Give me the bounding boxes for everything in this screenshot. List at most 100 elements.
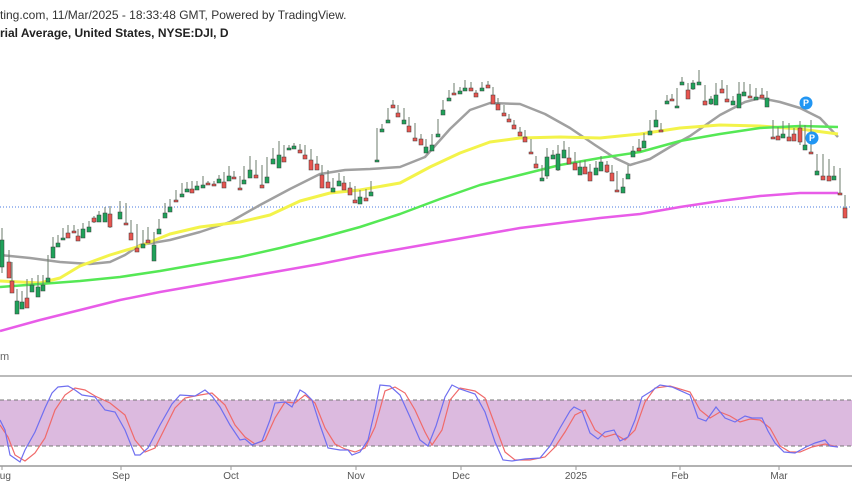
candlestick — [75, 229, 81, 242]
candlestick — [363, 189, 369, 202]
candlestick — [145, 227, 151, 244]
candlestick — [625, 165, 631, 180]
candlestick — [528, 139, 534, 155]
candlestick — [19, 291, 25, 310]
candlestick — [205, 181, 211, 186]
chart-symbol-title: rial Average, United States, NYSE:DJI, D — [0, 26, 229, 40]
pattern-marker-icon[interactable]: P — [805, 131, 819, 145]
candlestick — [577, 161, 583, 176]
candlestick — [522, 130, 528, 143]
candlestick — [65, 225, 71, 239]
candlestick — [544, 148, 550, 179]
candlestick — [24, 279, 30, 309]
candlestick — [247, 156, 253, 179]
candlestick — [45, 255, 51, 283]
pattern-marker-icon[interactable]: P — [799, 96, 813, 110]
candlestick — [128, 220, 134, 241]
moving-averages — [0, 96, 839, 333]
candlestick — [713, 83, 719, 106]
candlestick — [641, 133, 647, 149]
candlestick — [40, 275, 46, 292]
candlestick — [826, 159, 832, 182]
candlestick — [314, 156, 320, 171]
candlestick — [747, 84, 753, 99]
candlestick — [620, 178, 626, 194]
candlestick — [231, 171, 237, 180]
candlestick — [609, 165, 615, 182]
candlestick — [226, 166, 232, 182]
candlestick — [184, 182, 190, 193]
candlestick — [598, 156, 604, 172]
candlestick — [614, 171, 620, 193]
candlestick — [517, 127, 523, 137]
candlestick — [216, 175, 222, 184]
moving-average-line — [0, 124, 839, 289]
candlestick — [264, 157, 270, 184]
candlestick — [302, 145, 308, 160]
candlestick — [814, 154, 820, 176]
candlestick — [237, 176, 243, 191]
time-axis-label: Feb — [671, 471, 689, 482]
candlestick — [347, 182, 353, 196]
candlestick — [286, 145, 292, 151]
candlestick — [440, 100, 446, 116]
candlestick — [221, 172, 227, 189]
candlestick — [71, 225, 77, 234]
candlestick — [60, 228, 66, 241]
candlestick — [86, 221, 92, 233]
candlestick — [9, 262, 15, 294]
candlestick — [429, 134, 435, 152]
pattern-markers[interactable]: PP — [799, 96, 819, 145]
oscillator-band — [0, 400, 852, 446]
candlestick — [555, 145, 561, 171]
candlestick — [630, 146, 636, 158]
candlestick — [259, 165, 265, 189]
candlestick — [29, 278, 35, 293]
candlestick — [276, 141, 282, 169]
candlestick — [418, 134, 424, 146]
candlestick — [423, 139, 429, 154]
candlestick — [802, 125, 808, 151]
time-axis-label: Mar — [770, 471, 788, 482]
moving-average-line — [0, 123, 839, 285]
candlestick — [319, 165, 325, 189]
candlestick — [775, 127, 781, 141]
stochastic-d-line — [0, 385, 839, 462]
time-axis-label: Aug — [0, 471, 11, 482]
candlestick — [330, 178, 336, 193]
candlestick — [14, 289, 20, 315]
candlestick — [179, 183, 185, 198]
candlestick — [786, 123, 792, 142]
candlestick — [511, 120, 517, 130]
candlestick — [325, 170, 331, 189]
candlestick — [647, 120, 653, 136]
candlestick — [385, 108, 391, 124]
candlestick — [708, 96, 714, 105]
candlestick — [6, 250, 12, 279]
time-axis-label: Sep — [112, 471, 130, 482]
candlestick — [842, 195, 848, 219]
candlestick — [102, 207, 108, 223]
candlestick — [820, 154, 826, 181]
candlestick — [134, 224, 140, 253]
candlestick — [336, 173, 342, 187]
candlestick — [506, 114, 512, 123]
candlestick — [379, 124, 385, 133]
candlestick — [495, 98, 501, 111]
candlestick — [764, 91, 770, 108]
candlestick — [501, 105, 507, 117]
candlestick — [151, 232, 157, 262]
candlestick — [473, 90, 479, 98]
candlestick — [730, 96, 736, 106]
candlestick — [479, 82, 485, 92]
candlestick — [80, 223, 86, 239]
moving-average-line — [0, 96, 839, 266]
candlestick — [352, 186, 358, 204]
candlestick — [685, 83, 691, 100]
svg-text:P: P — [803, 98, 809, 108]
candlestick — [679, 77, 685, 86]
candlestick — [96, 211, 102, 223]
candlestick — [462, 80, 468, 92]
candlestick — [539, 165, 545, 182]
